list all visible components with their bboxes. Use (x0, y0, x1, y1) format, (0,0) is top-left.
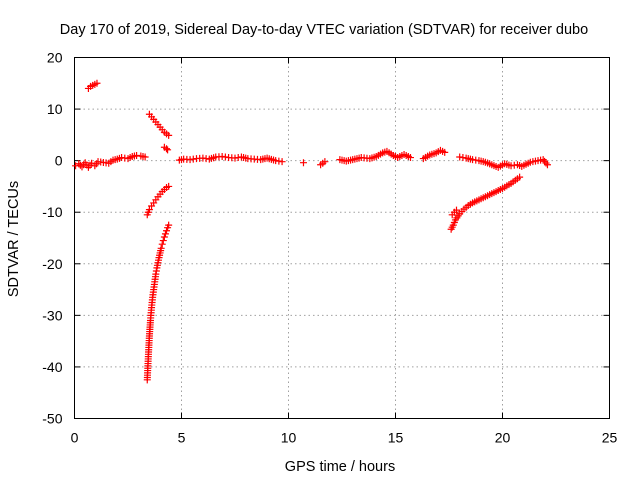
data-point (542, 159, 550, 167)
y-tick-label: -30 (42, 307, 62, 323)
plot-frame (74, 57, 610, 419)
data-point (543, 161, 551, 169)
axis-ticks (74, 57, 610, 419)
data-point (159, 237, 167, 245)
data-point (163, 145, 171, 153)
x-tick-label: 5 (178, 430, 186, 446)
y-tick-label: 10 (47, 101, 63, 117)
x-tick-label: 20 (495, 430, 511, 446)
data-point (160, 233, 168, 241)
y-tick-label: 20 (47, 50, 63, 66)
x-tick-label: 25 (602, 430, 618, 446)
data-point (165, 221, 173, 229)
x-tick-label: 0 (71, 430, 79, 446)
data-point (278, 158, 286, 166)
data-point (299, 159, 307, 167)
data-point (516, 173, 524, 181)
data-point (163, 227, 171, 235)
y-tick-label: -40 (42, 359, 62, 375)
data-point (165, 182, 173, 190)
data-point (165, 131, 173, 139)
chart-title: Day 170 of 2019, Sidereal Day-to-day VTE… (60, 22, 588, 38)
data-point (141, 153, 149, 161)
data-point (164, 146, 172, 154)
x-tick-label: 15 (388, 430, 404, 446)
data-point (157, 244, 165, 252)
data-point (452, 206, 460, 214)
data-point (145, 206, 153, 214)
data-point (75, 160, 83, 168)
x-axis-label: GPS time / hours (285, 459, 395, 475)
data-point (161, 230, 169, 238)
data-point (406, 154, 414, 162)
grid (74, 57, 610, 419)
x-tick-label: 10 (281, 430, 297, 446)
data-point (321, 158, 329, 166)
data-point (158, 240, 166, 248)
y-tick-label: -50 (42, 411, 62, 427)
y-tick-label: -10 (42, 204, 62, 220)
data-point (441, 148, 449, 156)
y-tick-label: -20 (42, 256, 62, 272)
axis-tick-labels: 0 5 10 15 20 25 -50 -40 -30 -20 -10 0 10 20 (42, 50, 617, 446)
data-point (93, 79, 101, 87)
y-axis-label: SDTVAR / TECUs (6, 181, 22, 297)
data-points (72, 79, 551, 384)
y-tick-label: 0 (55, 153, 63, 169)
